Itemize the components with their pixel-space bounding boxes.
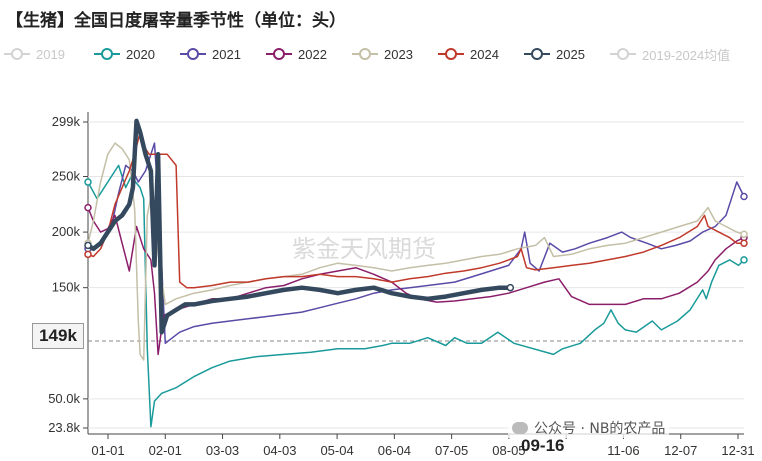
legend-label: 2022: [298, 46, 327, 62]
footer-credit: 公众号 · NB的农产品: [508, 418, 670, 438]
legend-marker-icon: [180, 48, 206, 60]
legend-label: 2019-2024均值: [642, 47, 731, 63]
series-endpoint-2022: [84, 203, 92, 212]
x-tick-label: 04-03: [263, 443, 296, 458]
series-endpoint-2021: [740, 192, 748, 201]
legend-item-2023[interactable]: 2023: [352, 44, 413, 64]
legend-item-2019[interactable]: 2019: [4, 44, 65, 64]
series-endpoint-2024: [84, 250, 92, 259]
legend-marker-icon: [524, 48, 550, 60]
wechat-icon: [512, 422, 528, 434]
x-tick-label: 12-07: [664, 443, 697, 458]
x-tick-label: 07-05: [435, 443, 468, 458]
series-endpoint-2023: [740, 230, 748, 239]
legend-marker-icon: [94, 48, 120, 60]
legend-marker-icon: [4, 48, 30, 60]
legend-label: 2021: [212, 46, 241, 62]
legend-label: 2023: [384, 46, 413, 62]
legend-label: 2019: [36, 46, 65, 62]
crosshair-y-label: 149k: [32, 323, 84, 349]
legend: 2019 2020 2021 2022 2023 2024 2025 2019-2024均值: [4, 44, 762, 64]
x-tick-label: 01-01: [91, 443, 124, 458]
series-line-2020: [87, 164, 745, 428]
legend-label: 2025: [556, 46, 585, 62]
x-tick-label: 02-01: [149, 443, 182, 458]
legend-item-2022[interactable]: 2022: [266, 44, 327, 64]
y-tick-label: 23.8k: [48, 420, 80, 435]
series-line-2022: [87, 207, 745, 356]
y-tick-label: 250k: [52, 168, 81, 183]
legend-item-2025[interactable]: 2025: [524, 44, 585, 64]
legend-item-2021[interactable]: 2021: [180, 44, 241, 64]
legend-label: 2024: [470, 46, 499, 62]
chart-title: 【生猪】全国日度屠宰量季节性（单位：头）: [6, 11, 346, 31]
series-line-2023: [87, 142, 745, 361]
series-line-2025: [86, 118, 511, 335]
legend-marker-icon: [438, 48, 464, 60]
x-tick-label: 11-06: [607, 443, 639, 458]
x-tick-label: 03-03: [206, 443, 239, 458]
y-tick-label: 50.0k: [48, 391, 80, 406]
series-endpoint-2020: [84, 178, 92, 186]
y-tick-label: 299k: [52, 114, 81, 129]
footer-credit-text: 公众号 · NB的农产品: [534, 421, 666, 437]
legend-item-2019-2024均值[interactable]: 2019-2024均值: [610, 44, 730, 64]
x-tick-label: 06-04: [378, 443, 411, 458]
crosshair-x-label: 09-16: [521, 436, 565, 455]
legend-marker-icon: [266, 48, 292, 60]
legend-item-2020[interactable]: 2020: [94, 44, 155, 64]
series-endpoint-2024: [740, 239, 748, 247]
watermark: 紫金天风期货: [292, 235, 436, 263]
series-line-2024: [87, 131, 744, 289]
series-endpoint-2020: [740, 256, 748, 264]
legend-marker-icon: [610, 48, 636, 60]
legend-item-2024[interactable]: 2024: [438, 44, 499, 64]
y-tick-label: 200k: [52, 224, 81, 239]
series-endpoint-2025: [506, 283, 515, 292]
series-endpoint-2025: [84, 241, 92, 250]
legend-label: 2020: [126, 46, 155, 62]
y-tick-label: 150k: [52, 280, 81, 295]
legend-marker-icon: [352, 48, 378, 60]
x-tick-label: 08-05: [492, 443, 525, 458]
x-tick-label: 05-04: [320, 443, 353, 458]
x-tick-label: 12-31: [721, 443, 754, 458]
